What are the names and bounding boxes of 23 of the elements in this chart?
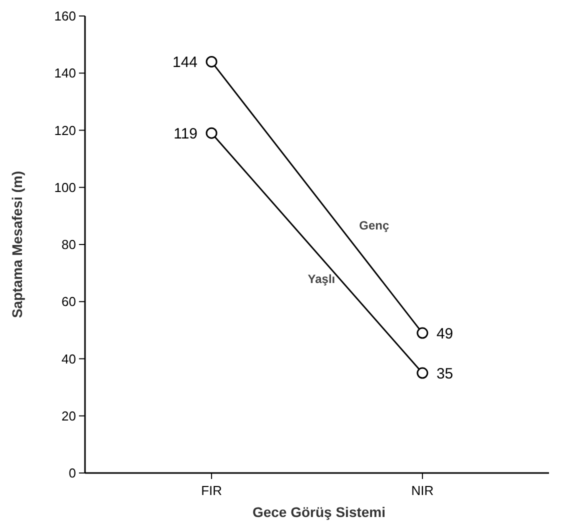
point [206, 127, 218, 139]
y-tick-label: 160 [54, 8, 76, 24]
point [416, 367, 428, 379]
y-tick-label: 140 [54, 66, 76, 81]
y-tick-label: 120 [54, 122, 76, 138]
y-tick-label: 100 [54, 180, 76, 195]
data-label: 35 [436, 365, 454, 382]
data-label: 144 [172, 54, 198, 71]
x-tick-label: FIR [201, 483, 222, 498]
y-tick-label: 0 [68, 466, 76, 481]
y-tick-label: 60 [62, 294, 76, 310]
y-axis-title: Saptama Mesafesi (m) [9, 170, 25, 318]
x-tick-label: NIR [411, 483, 434, 498]
y-tick-label: 20 [62, 408, 76, 424]
series-label: Yaşlı [308, 272, 336, 286]
point [416, 327, 428, 339]
data-label: 119 [174, 125, 198, 142]
data-label: 49 [436, 325, 454, 342]
x-axis-title: Gece Görüş Sistemi [252, 504, 386, 520]
series-label: Genç [359, 218, 390, 233]
y-tick-label: 40 [62, 351, 76, 366]
y-tick-label: 80 [62, 237, 76, 252]
point [206, 56, 218, 68]
